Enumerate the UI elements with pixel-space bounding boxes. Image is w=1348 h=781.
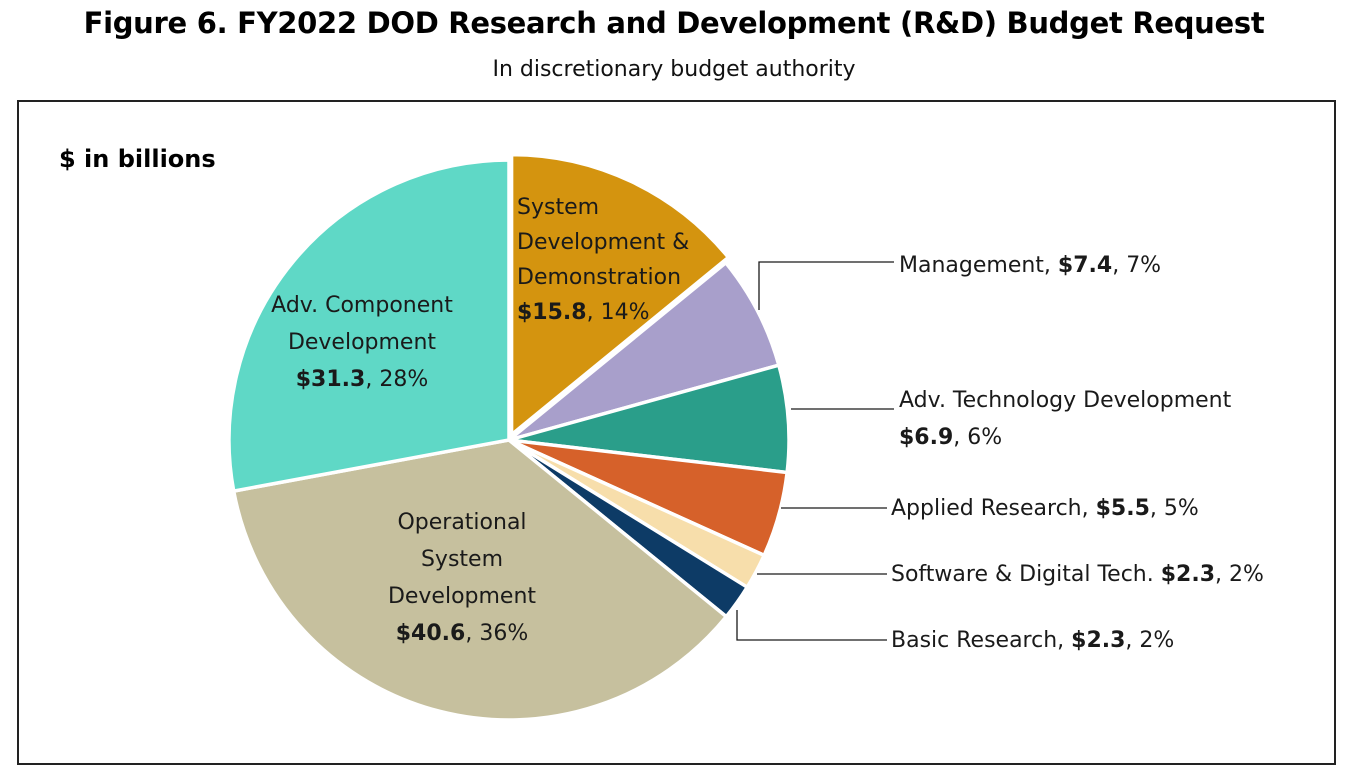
pie-slices bbox=[227, 152, 791, 722]
leader-lines bbox=[736, 261, 894, 641]
slice-label-operational-system-development: Operational System Development $40.6, 36% bbox=[388, 510, 536, 646]
slice-label-applied-research: Applied Research, $5.5, 5% bbox=[891, 496, 1199, 521]
slice-label-adv-component-development: Adv. Component Development $31.3, 28% bbox=[271, 293, 453, 392]
pie-slice-adv-component-development bbox=[227, 158, 511, 494]
leader-line-management bbox=[758, 261, 894, 310]
slice-label-management: Management, $7.4, 7% bbox=[899, 253, 1161, 278]
unit-label: $ in billions bbox=[59, 145, 216, 173]
pie-chart: $ in billions System Development & Demonst… bbox=[59, 145, 1264, 722]
slice-label-adv-technology-development: Adv. Technology Development $6.9, 6% bbox=[899, 388, 1232, 450]
slice-label-software-and-digital-tech: Software & Digital Tech. $2.3, 2% bbox=[891, 562, 1264, 587]
figure-subtitle: In discretionary budget authority bbox=[492, 57, 856, 82]
pie-slice-operational-system-development bbox=[231, 438, 729, 722]
figure-title: Figure 6. FY2022 DOD Research and Develo… bbox=[83, 6, 1265, 40]
slice-labels: System Development & Demonstration $15.8, 1… bbox=[271, 195, 1264, 653]
chart-frame: $ in billions System Development & Demonst… bbox=[17, 100, 1336, 765]
leader-line-basic-research bbox=[736, 610, 887, 641]
slice-label-basic-research: Basic Research, $2.3, 2% bbox=[891, 628, 1174, 653]
slice-label-system-development-and-demonstration: System Development & Demonstration $15.8, 1… bbox=[517, 195, 689, 325]
pie-slice-system-development-and-demonstration bbox=[509, 152, 731, 439]
pie-slice-management bbox=[507, 260, 781, 442]
